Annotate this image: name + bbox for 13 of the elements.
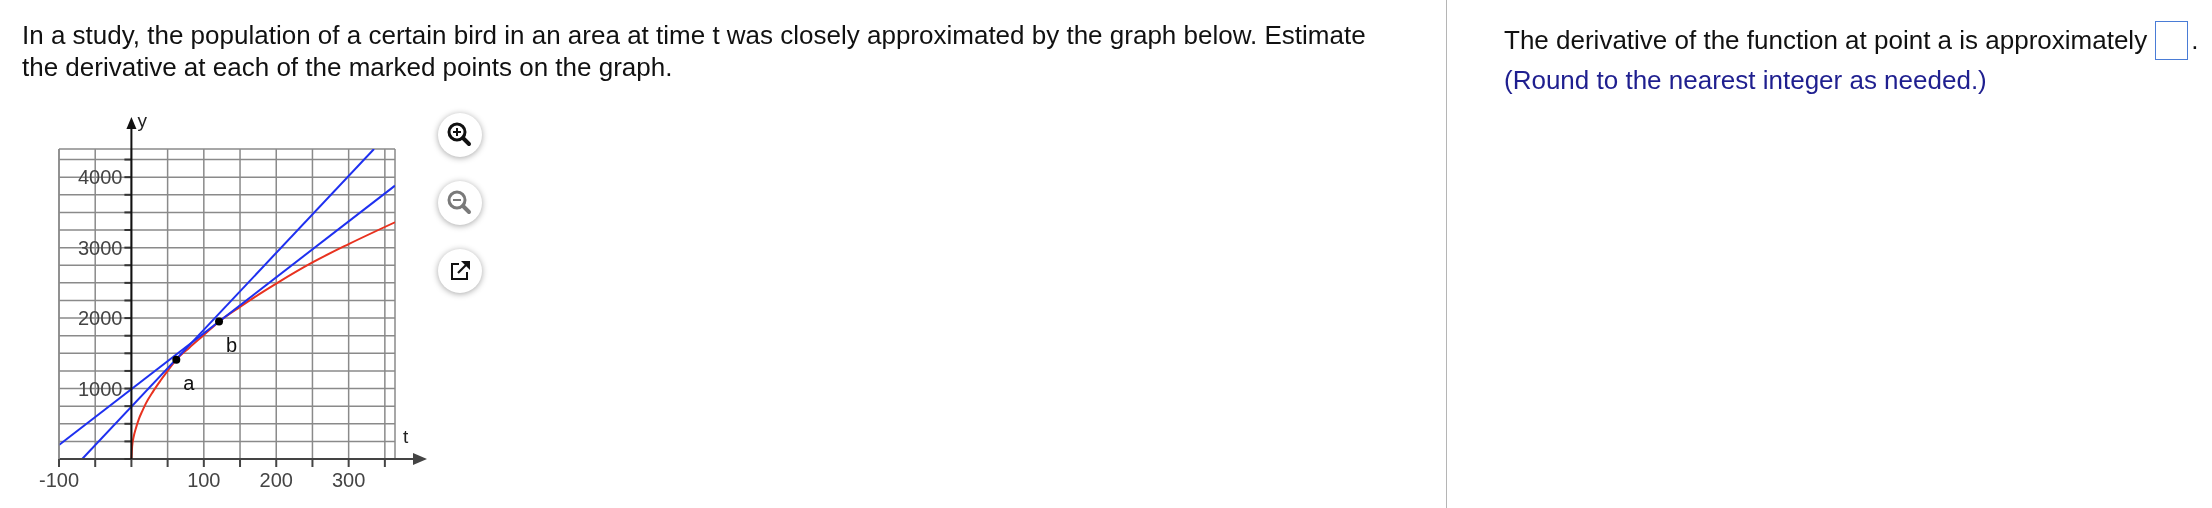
annotation: b	[226, 333, 238, 356]
text: .	[2191, 24, 2199, 56]
x-axis-title: t	[403, 426, 409, 447]
x-tick-label: 200	[259, 469, 293, 492]
annotation: a	[183, 371, 196, 394]
x-tick-label: 100	[187, 469, 221, 492]
x-tick-label: 300	[331, 469, 366, 492]
line-series	[130, 221, 395, 459]
y-axis-title: y	[137, 110, 148, 131]
text: In a study, the population of a certain bird in an area at time t was closely approximated by the graph below. Estimate the derivative at each of the marked points on the graph.	[22, 19, 1367, 83]
text: The derivative of the function at point a is approximately	[1504, 24, 2148, 56]
text: (Round to the nearest integer as needed.)	[1504, 64, 1987, 96]
x-tick-label: -100	[38, 469, 80, 492]
